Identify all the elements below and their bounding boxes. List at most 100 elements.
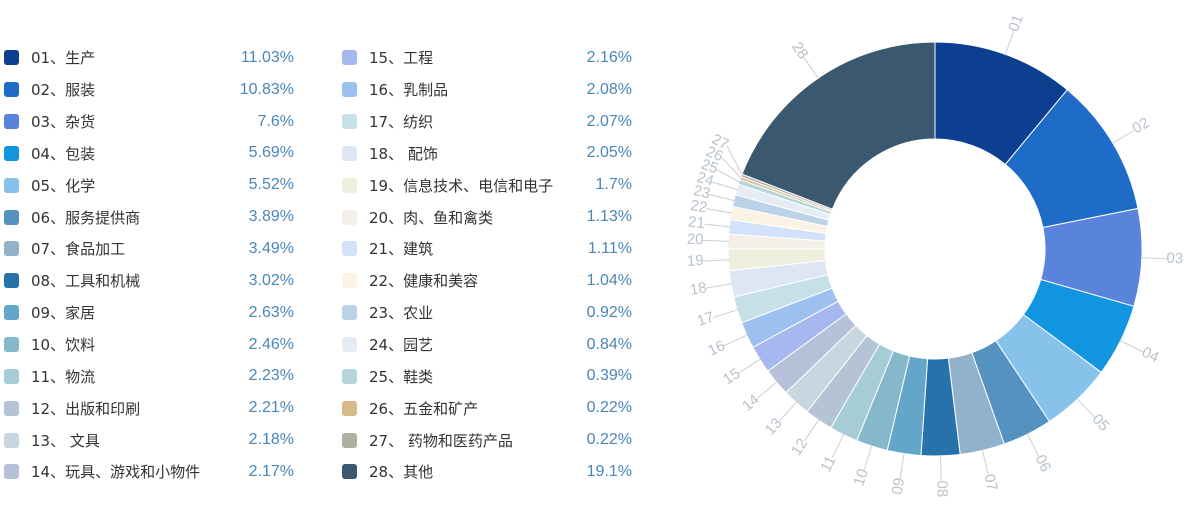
legend-item-16[interactable]: 16、乳制品 2.08% bbox=[342, 74, 632, 106]
legend-item-13[interactable]: 13、 文具 2.18% bbox=[4, 424, 294, 456]
leader-line-20 bbox=[703, 239, 730, 242]
legend-item-01[interactable]: 01、生产 11.03% bbox=[4, 42, 294, 74]
legend-item-24[interactable]: 24、园艺 0.84% bbox=[342, 329, 632, 361]
leader-line-06 bbox=[1026, 433, 1040, 457]
legend-item-09[interactable]: 09、家居 2.63% bbox=[4, 297, 294, 329]
legend-label-05: 05、化学 bbox=[31, 176, 96, 195]
legend-item-07[interactable]: 07、食品加工 3.49% bbox=[4, 233, 294, 265]
legend-value-02: 10.83% bbox=[239, 80, 294, 98]
leader-line-02 bbox=[1111, 129, 1135, 144]
legend-label-03: 03、杂货 bbox=[31, 113, 96, 132]
legend-value-05: 5.52% bbox=[248, 176, 294, 194]
legend-label-17: 17、纺织 bbox=[369, 113, 434, 132]
leader-line-07 bbox=[981, 449, 989, 475]
legend-swatch-26 bbox=[342, 400, 357, 416]
legend-value-26: 0.22% bbox=[586, 399, 632, 417]
legend-value-03: 7.6% bbox=[257, 112, 294, 130]
slice-label-14: 14 bbox=[739, 391, 763, 415]
donut-chart: 0102030405060708091011121314151617181920… bbox=[687, 12, 1184, 497]
legend-swatch-18 bbox=[342, 145, 357, 161]
legend-item-04[interactable]: 04、包装 5.69% bbox=[4, 138, 294, 170]
legend-swatch-15 bbox=[342, 50, 357, 66]
legend-item-03[interactable]: 03、杂货 7.6% bbox=[4, 106, 294, 138]
legend-item-22[interactable]: 22、健康和美容 1.04% bbox=[342, 265, 632, 297]
legend-swatch-03 bbox=[4, 114, 19, 130]
legend-label-01: 01、生产 bbox=[31, 49, 96, 68]
legend-value-27: 0.22% bbox=[586, 431, 632, 449]
legend-item-25[interactable]: 25、鞋类 0.39% bbox=[342, 360, 632, 392]
slice-label-17: 17 bbox=[695, 309, 716, 330]
leader-line-08 bbox=[940, 454, 942, 481]
legend-item-12[interactable]: 12、出版和印刷 2.21% bbox=[4, 392, 294, 424]
legend-label-14: 14、玩具、游戏和小物件 bbox=[31, 463, 201, 482]
legend-label-16: 16、乳制品 bbox=[369, 81, 449, 100]
legend-value-07: 3.49% bbox=[248, 239, 294, 257]
legend-swatch-19 bbox=[342, 177, 357, 193]
leader-line-25 bbox=[716, 169, 741, 183]
legend-item-06[interactable]: 06、服务提供商 3.89% bbox=[4, 201, 294, 233]
legend-swatch-16 bbox=[342, 82, 357, 98]
legend-value-10: 2.46% bbox=[248, 335, 294, 353]
legend-item-26[interactable]: 26、五金和矿产 0.22% bbox=[342, 392, 632, 424]
legend-value-06: 3.89% bbox=[248, 208, 294, 226]
legend-label-08: 08、工具和机械 bbox=[31, 272, 141, 291]
legend-label-18: 18、 配饰 bbox=[369, 144, 438, 163]
legend-label-23: 23、农业 bbox=[369, 304, 434, 323]
legend-item-05[interactable]: 05、化学 5.52% bbox=[4, 169, 294, 201]
leader-line-11 bbox=[832, 433, 845, 458]
legend-item-27[interactable]: 27、 药物和医药产品 0.22% bbox=[342, 424, 632, 456]
legend-swatch-14 bbox=[4, 464, 19, 480]
slice-label-26: 26 bbox=[704, 143, 726, 165]
legend-item-28[interactable]: 28、其他 19.1% bbox=[342, 456, 632, 488]
legend-label-25: 25、鞋类 bbox=[369, 367, 434, 386]
legend-swatch-04 bbox=[4, 145, 19, 161]
legend-label-27: 27、 药物和医药产品 bbox=[369, 431, 513, 450]
legend-item-14[interactable]: 14、玩具、游戏和小物件 2.17% bbox=[4, 456, 294, 488]
legend-item-10[interactable]: 10、饮料 2.46% bbox=[4, 329, 294, 361]
legend-value-23: 0.92% bbox=[586, 303, 632, 321]
legend-label-07: 07、食品加工 bbox=[31, 240, 126, 259]
leader-line-17 bbox=[713, 309, 739, 318]
legend-column-right: 15、工程 2.16% 16、乳制品 2.08% 17、纺织 2.07% 18、 配饰 2.0… bbox=[342, 42, 632, 488]
legend-item-11[interactable]: 11、物流 2.23% bbox=[4, 360, 294, 392]
legend-swatch-22 bbox=[342, 273, 357, 289]
legend-item-20[interactable]: 20、肉、鱼和禽类 1.13% bbox=[342, 201, 632, 233]
slice-label-27: 27 bbox=[709, 131, 732, 154]
slice-label-22: 22 bbox=[689, 197, 708, 217]
legend-swatch-02 bbox=[4, 82, 19, 98]
legend-swatch-24 bbox=[342, 337, 357, 353]
legend-item-15[interactable]: 15、工程 2.16% bbox=[342, 42, 632, 74]
slice-label-11: 11 bbox=[817, 453, 839, 474]
legend-value-28: 19.1% bbox=[586, 462, 632, 480]
legend-label-28: 28、其他 bbox=[369, 463, 434, 482]
legend-item-19[interactable]: 19、信息技术、电信和电子 1.7% bbox=[342, 169, 632, 201]
legend-item-17[interactable]: 17、纺织 2.07% bbox=[342, 106, 632, 138]
slice-label-16: 16 bbox=[705, 337, 727, 359]
legend-swatch-23 bbox=[342, 305, 357, 321]
legend-value-24: 0.84% bbox=[586, 335, 632, 353]
legend-label-26: 26、五金和矿产 bbox=[369, 399, 479, 418]
legend-item-18[interactable]: 18、 配饰 2.05% bbox=[342, 138, 632, 170]
donut-slice-28[interactable] bbox=[741, 41, 936, 210]
legend-swatch-17 bbox=[342, 114, 357, 130]
leader-line-24 bbox=[712, 181, 738, 191]
legend-value-14: 2.17% bbox=[248, 462, 294, 480]
slice-label-10: 10 bbox=[851, 467, 872, 488]
legend-value-25: 0.39% bbox=[586, 367, 632, 385]
slice-label-03: 03 bbox=[1166, 250, 1183, 268]
legend-item-02[interactable]: 02、服装 10.83% bbox=[4, 74, 294, 106]
legend-label-06: 06、服务提供商 bbox=[31, 208, 141, 227]
legend-label-09: 09、家居 bbox=[31, 304, 96, 323]
leader-line-13 bbox=[779, 401, 798, 422]
legend-swatch-09 bbox=[4, 305, 19, 321]
leader-line-27 bbox=[726, 145, 743, 176]
leader-line-28 bbox=[803, 57, 820, 80]
legend-item-21[interactable]: 21、建筑 1.11% bbox=[342, 233, 632, 265]
legend-value-13: 2.18% bbox=[248, 431, 294, 449]
legend-swatch-21 bbox=[342, 241, 357, 257]
leader-line-15 bbox=[738, 358, 762, 374]
leader-line-03 bbox=[1140, 257, 1167, 260]
legend-item-08[interactable]: 08、工具和机械 3.02% bbox=[4, 265, 294, 297]
legend-item-23[interactable]: 23、农业 0.92% bbox=[342, 297, 632, 329]
slice-label-12: 12 bbox=[788, 435, 811, 458]
